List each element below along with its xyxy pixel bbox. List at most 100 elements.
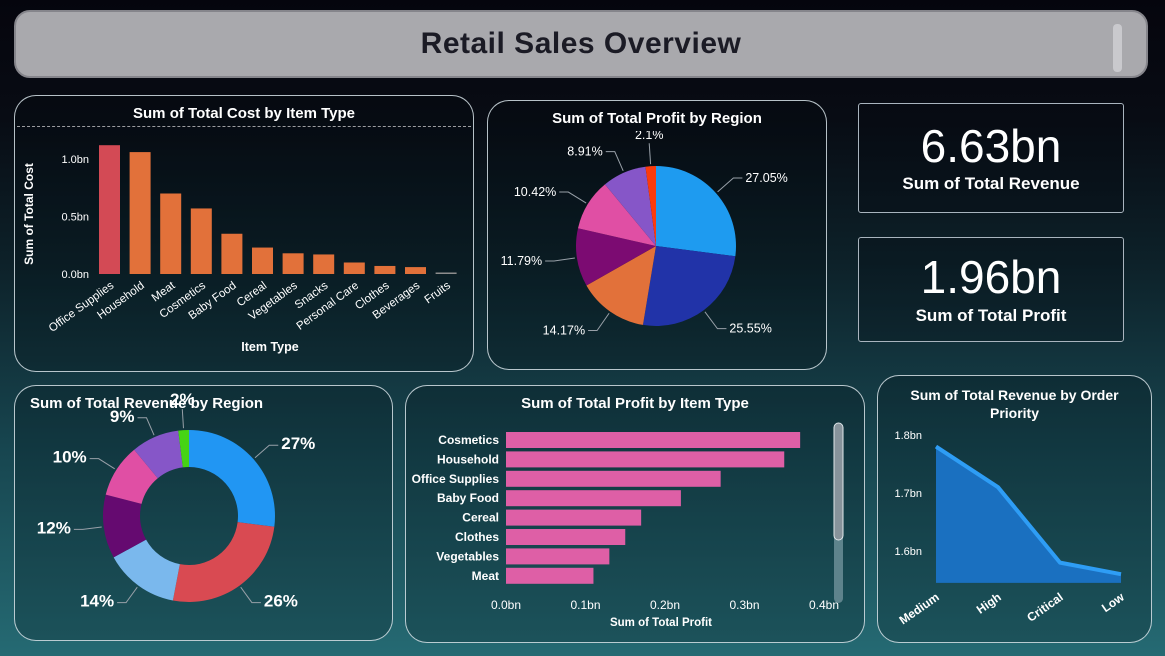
slice-label: 14% (80, 592, 114, 611)
x-category-label: Low (1099, 590, 1127, 616)
x-tick-label: 0.0bn (491, 598, 521, 612)
bar-Cosmetics[interactable] (506, 432, 801, 448)
slice-27.05%[interactable] (656, 166, 736, 257)
row-label: Vegetables (436, 549, 499, 563)
label-connector (240, 586, 261, 604)
slice-8.91%[interactable] (604, 166, 656, 246)
bar-Vegetables[interactable] (282, 253, 304, 274)
bar-Cosmetics[interactable] (190, 208, 212, 274)
slice-12%[interactable] (103, 494, 147, 558)
bar-Vegetables[interactable] (506, 548, 610, 565)
y-axis-title: Sum of Total Cost (22, 163, 36, 265)
dashboard-title-banner: Retail Sales Overview (14, 10, 1148, 78)
label-connector (559, 191, 587, 204)
bar-Office Supplies[interactable] (506, 470, 721, 487)
slice-10%[interactable] (105, 449, 158, 504)
slice-label: 2.1% (635, 131, 664, 142)
slice-14.17%[interactable] (586, 246, 656, 325)
x-tick-label: 0.1bn (570, 598, 600, 612)
slice-11.79%[interactable] (576, 228, 656, 286)
bar-Clothes[interactable] (506, 529, 626, 545)
bar-Fruits[interactable] (435, 272, 457, 275)
bar-Meat[interactable] (160, 193, 182, 275)
x-axis-title: Sum of Total Profit (610, 617, 712, 629)
bar-Household[interactable] (506, 451, 785, 468)
y-tick-label: 1.8bn (894, 430, 922, 442)
slice-label: 2% (170, 390, 195, 409)
label-connector (181, 409, 184, 429)
bar-Beverages[interactable] (405, 267, 426, 274)
slice-label: 10.42% (514, 185, 556, 199)
bar-Personal Care[interactable] (343, 262, 365, 275)
slice-label: 27% (281, 434, 315, 453)
x-tick-label: 0.4bn (809, 598, 839, 612)
page-title: Retail Sales Overview (420, 27, 742, 60)
chart-title-profit-by-region: Sum of Total Profit by Region (552, 110, 762, 127)
bar-Baby Food[interactable] (221, 233, 243, 274)
slice-label: 11.79% (501, 254, 542, 268)
row-label: Clothes (455, 530, 499, 544)
kpi-card-total-profit: 1.96bn Sum of Total Profit (858, 237, 1124, 342)
profit-pie-chart[interactable]: 27.05% 25.55% 14.17% 11.79% 10.42% 8.91% 2.1% (488, 131, 826, 369)
bar-Household[interactable] (129, 152, 151, 274)
slice-9%[interactable] (134, 430, 183, 479)
panel-profit-by-region: Sum of Total Profit by Region 27.05% 25.5… (487, 100, 827, 370)
slice-label: 9% (110, 407, 135, 426)
bar-Snacks[interactable] (313, 254, 335, 274)
slice-10.42%[interactable] (578, 184, 656, 246)
revenue-area-chart[interactable]: 1.8bn 1.7bn 1.6bn Medium High Critical Low (878, 422, 1151, 636)
x-tick-label: 0.2bn (650, 598, 680, 612)
x-axis-title: Item Type (241, 340, 298, 354)
cost-bar-chart[interactable]: 1.0bn 0.5bn 0.0bn Sum of Total Cost Office S… (15, 127, 473, 369)
banner-scrollbar-thumb[interactable] (1113, 24, 1122, 72)
label-connector (254, 444, 279, 459)
bar-Cereal[interactable] (252, 247, 273, 274)
label-connector (648, 143, 652, 165)
label-connector (704, 311, 727, 330)
label-connector (545, 257, 575, 262)
title-separator (17, 126, 471, 127)
row-label: Meat (472, 569, 499, 583)
scrollbar-thumb[interactable] (833, 422, 844, 541)
slice-27%[interactable] (189, 430, 275, 527)
x-tick-label: 0.3bn (729, 598, 759, 612)
bar-Meat[interactable] (506, 567, 594, 584)
profit-hbar-chart[interactable]: Cosmetics Household Office Supplies Baby Fo… (406, 416, 864, 642)
kpi-label-total-profit: Sum of Total Profit (915, 305, 1067, 325)
bar-Cereal[interactable] (506, 509, 642, 526)
label-connector (137, 417, 155, 436)
row-label: Office Supplies (412, 472, 500, 486)
chart-title-cost-by-item-type: Sum of Total Cost by Item Type (133, 105, 355, 122)
slice-14%[interactable] (113, 539, 180, 601)
row-label: Cereal (462, 511, 499, 525)
slice-26%[interactable] (172, 522, 275, 602)
slice-label: 14.17% (543, 323, 585, 337)
slice-label: 12% (37, 518, 71, 537)
y-tick-label: 0.5bn (61, 212, 89, 224)
area-fill[interactable] (936, 446, 1121, 584)
bar-Office Supplies[interactable] (99, 145, 120, 274)
slice-2%[interactable] (178, 430, 189, 468)
slice-label: 10% (53, 448, 87, 467)
panel-cost-by-item-type: Sum of Total Cost by Item Type 1.0bn 0.5b… (14, 95, 474, 372)
kpi-value-total-profit: 1.96bn (920, 251, 1062, 304)
kpi-value-total-revenue: 6.63bn (920, 119, 1062, 172)
slice-2.1%[interactable] (645, 166, 656, 246)
revenue-donut-chart[interactable]: 27% 26% 14% 12% 10% 9% 2% (15, 386, 392, 640)
area-line (934, 445, 1122, 577)
label-connector (89, 458, 115, 470)
chart-title-revenue-by-region: Sum of Total Revenue by Region (30, 395, 264, 412)
y-tick-label: 1.0bn (61, 154, 89, 166)
x-category-label: High (974, 590, 1004, 617)
row-label: Cosmetics (438, 433, 499, 447)
x-category-label: Medium (897, 590, 942, 627)
bar-Clothes[interactable] (374, 265, 396, 274)
slice-label: 25.55% (729, 322, 771, 336)
label-connector (717, 177, 743, 193)
bar-Baby Food[interactable] (506, 490, 681, 507)
slice-label: 8.91% (567, 145, 602, 159)
label-connector (117, 586, 138, 604)
y-tick-label: 1.7bn (894, 488, 922, 500)
slice-25.55%[interactable] (642, 246, 736, 326)
